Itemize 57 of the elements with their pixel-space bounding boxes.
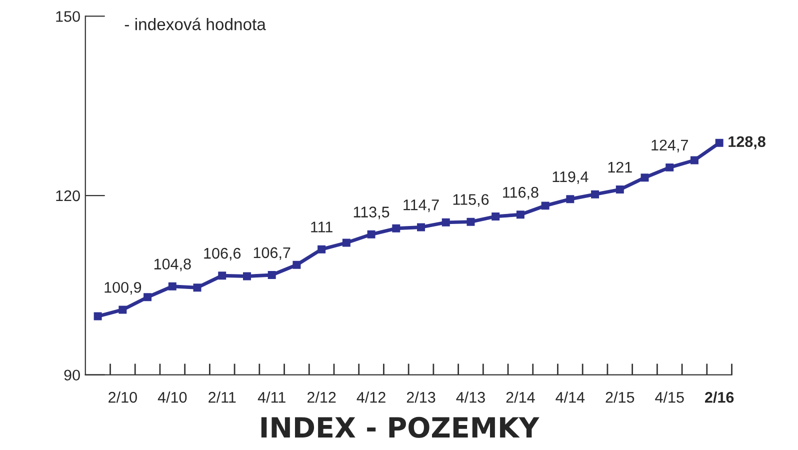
point bbox=[242, 272, 251, 280]
x-tick-label: 4/14 bbox=[556, 392, 585, 403]
point bbox=[417, 223, 425, 232]
data-label: 124,7 bbox=[652, 140, 688, 152]
y-tick-label: 120 bbox=[56, 190, 80, 202]
x-tick-label: 2/11 bbox=[208, 392, 236, 403]
y-tick-label: 150 bbox=[56, 11, 80, 22]
point bbox=[318, 245, 326, 254]
x-tick-label: 2/10 bbox=[108, 392, 137, 403]
x-tick-label: 2/12 bbox=[307, 392, 336, 403]
data-label: 106,7 bbox=[254, 247, 290, 260]
x-tick-label: 4/12 bbox=[356, 392, 386, 403]
point bbox=[218, 272, 226, 280]
data-label: 115,6 bbox=[453, 194, 489, 207]
data-label: 104,8 bbox=[154, 258, 191, 272]
text: INDEX - POZEMKY bbox=[261, 416, 540, 438]
data-label: 119,4 bbox=[552, 171, 588, 184]
x-tick-label: 4/11 bbox=[258, 392, 286, 403]
x-tick-label: 4/10 bbox=[158, 392, 187, 403]
point bbox=[591, 190, 600, 198]
point bbox=[715, 138, 724, 147]
data-label: 113,5 bbox=[354, 206, 390, 220]
point bbox=[640, 174, 649, 182]
point bbox=[168, 282, 176, 290]
point bbox=[566, 195, 574, 204]
data-label: 106,6 bbox=[204, 248, 241, 261]
data-label: 128,8 bbox=[728, 136, 766, 150]
x-tick-label: 4/13 bbox=[456, 392, 485, 403]
x-tick-label: 4/15 bbox=[655, 392, 684, 403]
point bbox=[466, 218, 475, 226]
x-tick-label: 2/13 bbox=[406, 392, 436, 403]
x-tick-label: 2/16 bbox=[705, 392, 734, 403]
point bbox=[666, 163, 674, 172]
data-label: 114,7 bbox=[404, 200, 439, 212]
point bbox=[492, 212, 500, 220]
y-tick-label: 90 bbox=[64, 370, 80, 381]
x-tick-label: 2/15 bbox=[606, 392, 634, 403]
point bbox=[268, 271, 276, 280]
point bbox=[392, 224, 400, 232]
point bbox=[516, 210, 524, 219]
point bbox=[342, 238, 350, 247]
x-tick-label: 2/14 bbox=[506, 392, 535, 403]
data-label: 121 bbox=[608, 162, 632, 172]
data-label: 116,8 bbox=[503, 186, 538, 200]
point bbox=[144, 293, 152, 302]
point bbox=[541, 202, 550, 210]
point bbox=[292, 260, 301, 269]
point bbox=[690, 156, 698, 164]
point bbox=[118, 306, 127, 314]
data-label: 111 bbox=[311, 222, 332, 232]
point bbox=[367, 230, 376, 238]
annotation: - indexová hodnota bbox=[124, 18, 266, 30]
point bbox=[193, 284, 202, 292]
point bbox=[616, 186, 624, 194]
data-label: 100,9 bbox=[104, 282, 142, 295]
point bbox=[442, 218, 450, 226]
point bbox=[94, 312, 102, 320]
